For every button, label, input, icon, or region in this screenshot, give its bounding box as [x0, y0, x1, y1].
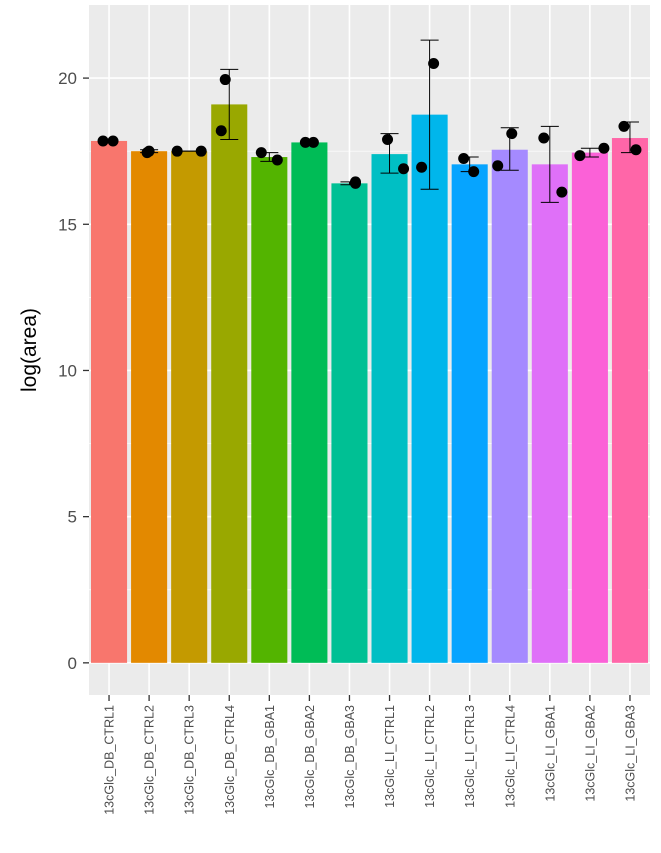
x-tick-label: 13cGlc_DB_CTRL3 [183, 705, 197, 815]
data-point [382, 133, 394, 145]
bar [371, 154, 408, 663]
bars [91, 104, 648, 663]
data-point [398, 163, 410, 175]
y-tick-label: 5 [68, 508, 77, 527]
x-tick-label: 13cGlc_DB_GBA2 [303, 705, 317, 809]
bar [451, 164, 488, 663]
data-point [195, 145, 207, 157]
data-point [143, 145, 155, 157]
x-tick-label: 13cGlc_DB_CTRL4 [223, 705, 237, 815]
data-point [171, 145, 183, 157]
x-tick-label: 13cGlc_LI_CTRL4 [503, 705, 517, 808]
x-tick-label: 13cGlc_LI_CTRL1 [383, 705, 397, 808]
x-tick-label: 13cGlc_DB_GBA1 [263, 705, 277, 809]
data-point [506, 128, 518, 140]
x-tick-label: 13cGlc_DB_CTRL1 [103, 705, 117, 815]
data-point [468, 166, 480, 178]
data-point [97, 135, 109, 147]
x-tick-label: 13cGlc_LI_GBA2 [583, 705, 597, 802]
data-point [299, 136, 311, 148]
data-point [574, 150, 586, 162]
y-tick-label: 15 [58, 215, 77, 234]
bar [411, 114, 448, 663]
bar [291, 142, 328, 663]
y-tick-label: 10 [58, 361, 77, 380]
y-tick-label: 0 [68, 654, 77, 673]
x-tick-label: 13cGlc_LI_GBA1 [543, 705, 557, 802]
data-point [556, 186, 568, 198]
data-point [107, 135, 119, 147]
x-axis: 13cGlc_DB_CTRL1 13cGlc_DB_CTRL2 13cGlc_DB_… [103, 695, 637, 815]
data-point [458, 152, 470, 164]
data-point [307, 136, 319, 148]
bar [531, 164, 568, 663]
data-point [349, 176, 361, 188]
x-tick-label: 13cGlc_LI_GBA3 [623, 705, 637, 802]
data-point [598, 142, 610, 154]
bar [491, 149, 528, 663]
data-point [215, 125, 227, 137]
x-tick-label: 13cGlc_DB_CTRL2 [143, 705, 157, 815]
x-tick-label: 13cGlc_LI_CTRL3 [463, 705, 477, 808]
data-point [271, 154, 283, 166]
x-tick-label: 13cGlc_LI_CTRL2 [423, 705, 437, 808]
data-point [618, 120, 630, 132]
data-point [538, 132, 550, 144]
bar [91, 140, 128, 663]
bar [171, 151, 208, 663]
y-tick-label: 20 [58, 69, 77, 88]
data-point [255, 147, 267, 159]
data-point [219, 74, 231, 86]
bar [251, 157, 288, 663]
bar [611, 138, 648, 663]
bar [571, 152, 608, 663]
data-point [416, 161, 428, 173]
bar [211, 104, 248, 663]
bar [131, 151, 168, 663]
data-points [97, 57, 642, 198]
y-axis: 0 5 10 15 20 [58, 69, 89, 673]
data-point [428, 57, 440, 69]
data-point [492, 160, 504, 172]
data-point [630, 144, 642, 156]
bar [331, 183, 368, 663]
x-tick-label: 13cGlc_DB_GBA3 [343, 705, 357, 809]
y-axis-title: log(area) [18, 308, 41, 392]
error-bar [540, 125, 559, 203]
